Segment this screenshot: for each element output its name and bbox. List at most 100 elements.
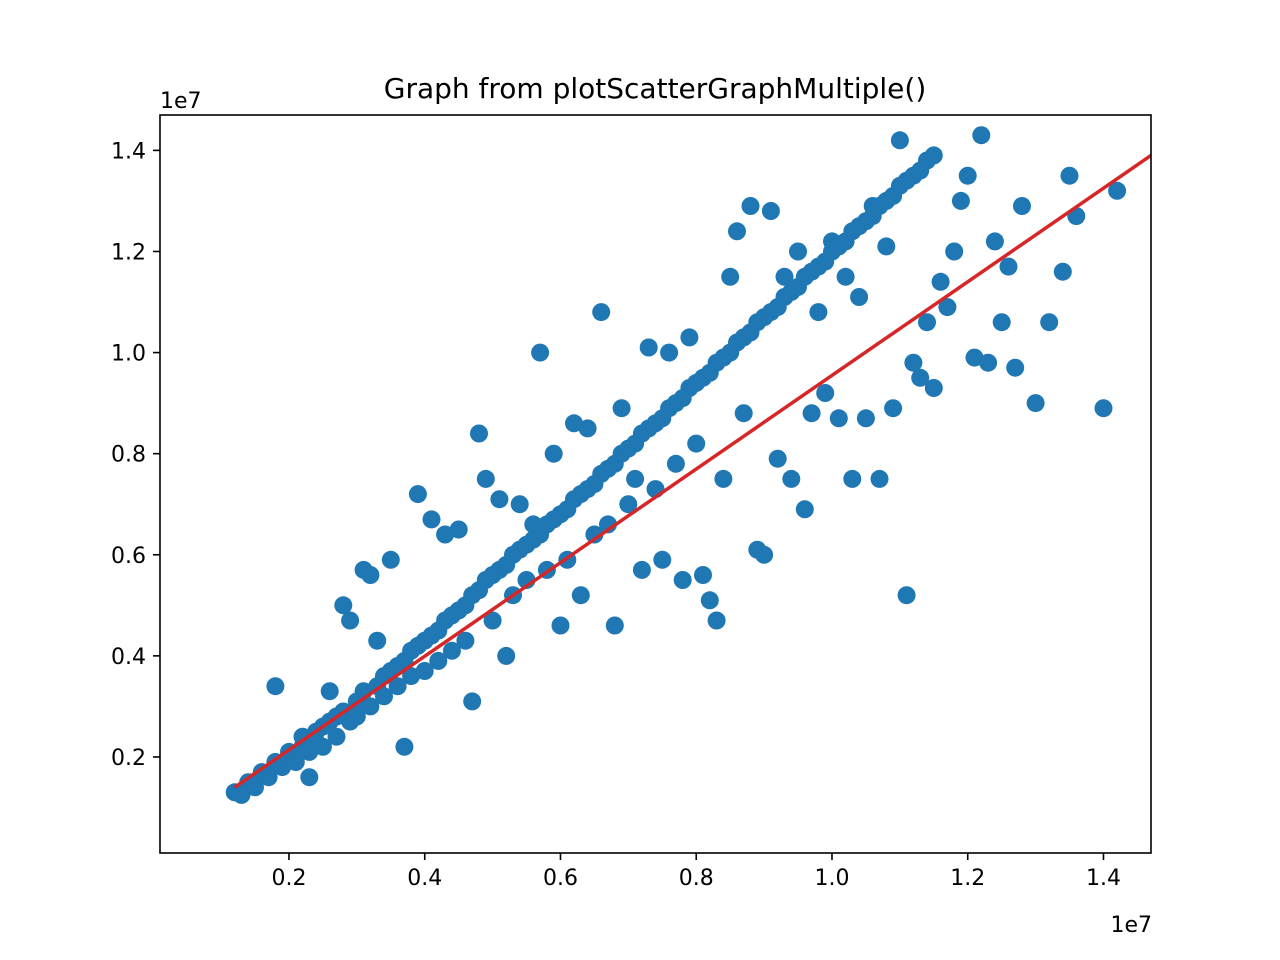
scatter-point: [904, 353, 923, 372]
y-tick-label: 0.6: [111, 544, 146, 569]
scatter-point: [395, 737, 414, 756]
scatter-point: [829, 409, 848, 428]
scatter-point: [673, 571, 692, 589]
scatter-point: [931, 272, 950, 291]
scatter-point: [361, 566, 380, 584]
scatter-point: [327, 727, 346, 746]
scatter-point: [293, 727, 312, 746]
scatter-point: [565, 414, 583, 433]
scatter-point: [843, 469, 862, 488]
scatter-point: [408, 485, 427, 504]
scatter-point: [246, 778, 264, 797]
scatter-point: [388, 677, 407, 696]
scatter-point: [965, 348, 984, 367]
scatter-point: [918, 313, 936, 332]
scatter-point: [999, 257, 1018, 276]
scatter-point: [415, 662, 434, 680]
scatter-point: [422, 510, 441, 529]
scatter-point: [714, 469, 733, 488]
x-tick-label: 0.2: [271, 866, 306, 891]
x-axis-ticks: 0.2 0.4 0.6 0.8 1.0 1.2 1.4: [271, 853, 1121, 891]
scatter-point: [1094, 399, 1113, 418]
scatter-point: [992, 313, 1011, 332]
chart-title: Graph from plotScatterGraphMultiple(): [384, 72, 927, 105]
scatter-point: [775, 267, 794, 286]
scatter-point: [1053, 262, 1072, 281]
scatter-point: [755, 545, 774, 564]
scatter-point: [599, 515, 617, 534]
scatter-point: [612, 399, 631, 418]
scatter-point: [334, 596, 353, 615]
y-tick-label: 1.4: [111, 139, 146, 164]
scatter-point: [442, 641, 461, 660]
scatter-point: [320, 682, 339, 701]
scatter-point: [632, 560, 651, 579]
scatter-point: [979, 353, 998, 372]
scatter-point: [741, 197, 760, 215]
scatter-point: [476, 469, 495, 488]
scatter-point: [531, 343, 550, 362]
scatter-point: [497, 646, 516, 665]
scatter-point: [1026, 394, 1045, 413]
scatter-point: [782, 469, 801, 488]
scatter-point: [870, 469, 889, 488]
plot-area-frame: [159, 114, 1152, 854]
scatter-point: [836, 267, 855, 286]
scatter-point: [639, 338, 658, 357]
scatter-point: [286, 753, 305, 771]
scatter-point: [884, 399, 903, 418]
x-axis-offset-label: 1e7: [1110, 913, 1152, 938]
scatter-point: [313, 737, 332, 756]
scatter-point: [585, 525, 604, 544]
scatter-point: [938, 298, 957, 317]
scatter-point: [924, 146, 943, 165]
scatter-point: [470, 424, 488, 443]
y-tick-label: 1.2: [111, 240, 146, 265]
scatter-point: [300, 768, 319, 787]
scatter-point: [402, 667, 421, 686]
scatter-point: [1006, 358, 1025, 377]
fit-line: [233, 153, 1151, 789]
scatter-point: [795, 500, 814, 519]
scatter-point: [592, 303, 611, 322]
x-tick-label: 1.0: [814, 866, 849, 891]
scatter-point: [368, 631, 387, 650]
scatter-point: [680, 328, 699, 347]
scatter-point: [660, 343, 679, 362]
scatter-point: [728, 222, 746, 241]
x-tick-label: 0.4: [407, 866, 442, 891]
scatter-point: [768, 449, 787, 468]
scatter-point: [653, 550, 672, 569]
scatter-point: [721, 267, 740, 286]
x-tick-label: 0.6: [543, 866, 578, 891]
scatter-point: [707, 611, 726, 630]
scatter-point: [551, 616, 570, 635]
scatter-point: [490, 490, 509, 509]
scatter-point: [734, 404, 753, 423]
scatter-point: [1060, 166, 1079, 185]
scatter-point: [1040, 313, 1059, 332]
scatter-point: [809, 303, 828, 322]
scatter-point: [381, 550, 400, 569]
scatter-point: [436, 525, 455, 544]
scatter-point: [924, 379, 943, 397]
scatter-point: [347, 707, 366, 726]
scatter-point: [429, 651, 448, 670]
scatter-point: [375, 687, 393, 706]
scatter-point: [666, 454, 685, 473]
scatter-point: [802, 404, 821, 423]
scatter-point: [761, 202, 780, 220]
x-tick-label: 1.4: [1086, 866, 1121, 891]
scatter-point: [449, 520, 468, 539]
scatter-point: [897, 586, 916, 605]
scatter-point: [958, 166, 977, 185]
scatter-point: [877, 237, 896, 256]
scatter-point: [789, 242, 807, 261]
y-axis-offset-label: 1e7: [160, 89, 202, 114]
x-tick-label: 0.8: [679, 866, 714, 891]
scatter-point: [700, 591, 719, 610]
scatter-point: [361, 697, 380, 716]
scatter-point: [816, 384, 835, 402]
scatter-point: [483, 611, 502, 630]
